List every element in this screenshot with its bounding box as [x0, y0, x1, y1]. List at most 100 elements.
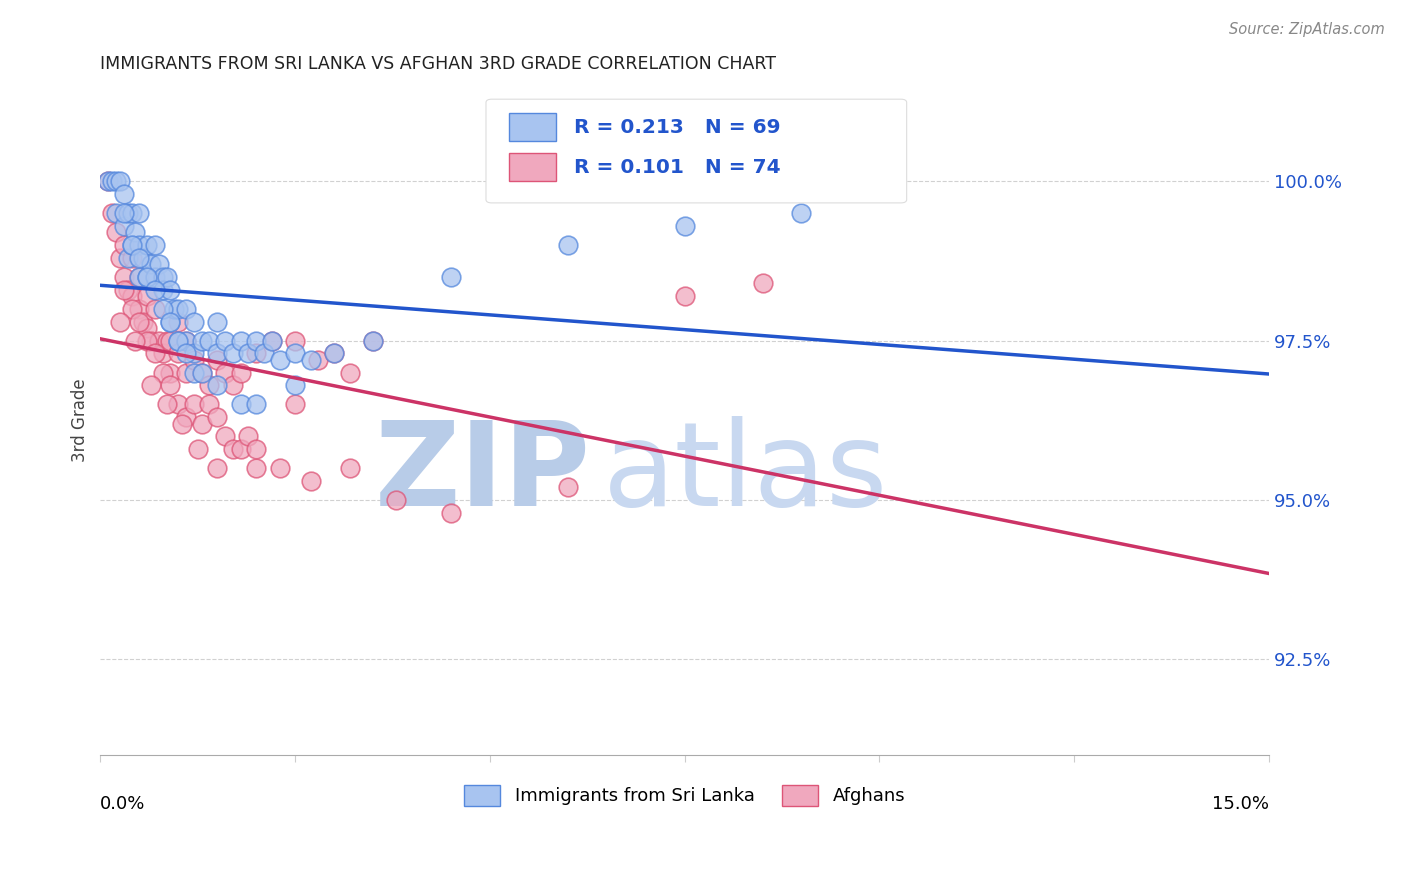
Point	[222, 378, 245, 392]
Point	[167, 315, 190, 329]
Point	[361, 334, 384, 348]
Point	[143, 238, 166, 252]
Point	[124, 226, 146, 240]
Point	[112, 283, 135, 297]
Point	[132, 315, 155, 329]
Point	[143, 283, 166, 297]
Point	[205, 346, 228, 360]
Point	[104, 226, 127, 240]
Point	[124, 334, 146, 348]
Point	[104, 174, 127, 188]
Point	[269, 461, 291, 475]
Point	[152, 283, 174, 297]
Point	[121, 206, 143, 220]
Point	[222, 346, 245, 360]
Y-axis label: 3rd Grade: 3rd Grade	[72, 378, 89, 462]
Point	[440, 506, 463, 520]
Point	[117, 283, 139, 297]
Point	[284, 397, 307, 411]
Point	[284, 346, 307, 360]
Text: atlas: atlas	[603, 417, 889, 532]
Point	[214, 366, 236, 380]
Point	[229, 334, 252, 348]
Point	[121, 238, 143, 252]
Point	[284, 378, 307, 392]
Point	[183, 366, 205, 380]
Point	[361, 334, 384, 348]
Point	[183, 352, 205, 367]
Point	[159, 334, 181, 348]
Point	[299, 474, 322, 488]
Point	[198, 378, 221, 392]
Point	[260, 334, 283, 348]
Point	[205, 378, 228, 392]
Point	[143, 346, 166, 360]
Text: R = 0.101   N = 74: R = 0.101 N = 74	[574, 158, 780, 177]
Point	[245, 334, 267, 348]
Point	[205, 410, 228, 425]
Point	[323, 346, 346, 360]
Point	[148, 257, 170, 271]
Point	[152, 301, 174, 316]
Point	[339, 461, 361, 475]
Point	[136, 289, 159, 303]
Point	[167, 301, 190, 316]
Point	[159, 315, 181, 329]
Point	[136, 270, 159, 285]
Point	[269, 352, 291, 367]
Point	[673, 289, 696, 303]
Point	[190, 417, 212, 431]
Point	[139, 378, 162, 392]
Point	[121, 238, 143, 252]
Point	[557, 238, 579, 252]
Point	[751, 277, 773, 291]
Point	[117, 206, 139, 220]
Point	[198, 334, 221, 348]
Point	[136, 334, 159, 348]
Point	[143, 270, 166, 285]
Point	[238, 429, 260, 443]
Point	[152, 270, 174, 285]
Point	[121, 289, 143, 303]
Point	[117, 251, 139, 265]
Point	[155, 334, 177, 348]
Point	[172, 417, 194, 431]
Text: 15.0%: 15.0%	[1212, 795, 1270, 813]
FancyBboxPatch shape	[509, 153, 557, 181]
Point	[167, 334, 190, 348]
Point	[136, 238, 159, 252]
Point	[190, 366, 212, 380]
FancyBboxPatch shape	[486, 99, 907, 202]
Point	[183, 346, 205, 360]
Point	[163, 301, 186, 316]
FancyBboxPatch shape	[509, 113, 557, 141]
Point	[245, 442, 267, 456]
Point	[128, 315, 150, 329]
Point	[229, 442, 252, 456]
Point	[128, 251, 150, 265]
Point	[245, 346, 267, 360]
Point	[440, 270, 463, 285]
Point	[198, 397, 221, 411]
Point	[139, 334, 162, 348]
Point	[238, 346, 260, 360]
Point	[183, 315, 205, 329]
Point	[557, 480, 579, 494]
Point	[159, 315, 181, 329]
Point	[174, 334, 197, 348]
Point	[97, 174, 120, 188]
Point	[159, 283, 181, 297]
Point	[174, 366, 197, 380]
Point	[112, 187, 135, 202]
Point	[112, 270, 135, 285]
Point	[112, 219, 135, 233]
Point	[108, 174, 131, 188]
Text: IMMIGRANTS FROM SRI LANKA VS AFGHAN 3RD GRADE CORRELATION CHART: IMMIGRANTS FROM SRI LANKA VS AFGHAN 3RD …	[100, 55, 776, 73]
Point	[108, 251, 131, 265]
Point	[132, 251, 155, 265]
Legend: Immigrants from Sri Lanka, Afghans: Immigrants from Sri Lanka, Afghans	[457, 778, 912, 813]
Point	[174, 410, 197, 425]
Point	[148, 334, 170, 348]
Point	[205, 315, 228, 329]
Point	[121, 251, 143, 265]
